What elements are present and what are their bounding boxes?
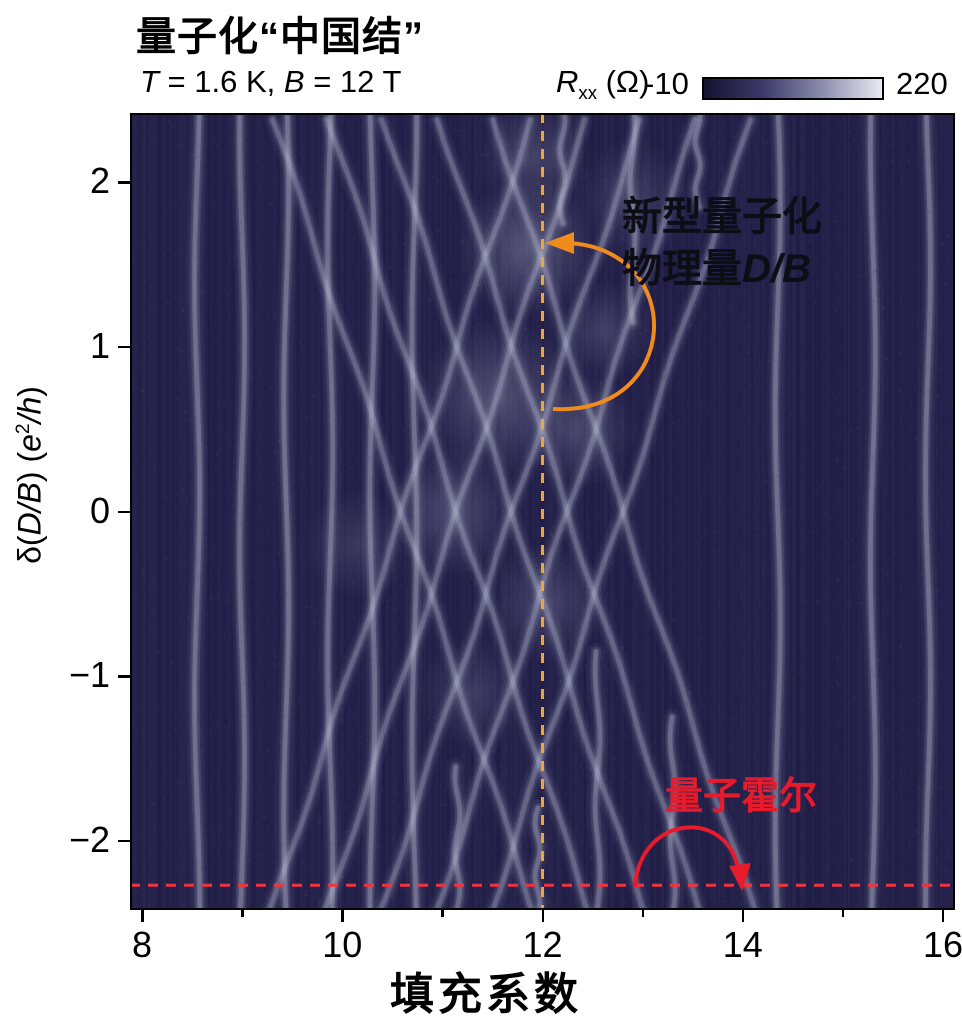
resistance-unit: (Ω) [597, 64, 649, 99]
figure-title: 量子化“中国结” [136, 4, 424, 62]
x-minor-tick-mark [842, 910, 845, 917]
y-tick-mark [118, 840, 130, 843]
heatmap-canvas [130, 113, 955, 910]
y-tick-label: 1 [38, 325, 110, 367]
y-label-mid: ) ( [12, 452, 48, 482]
y-tick-mark [118, 675, 130, 678]
y-label-e: e [12, 434, 48, 452]
y-tick-label: −1 [38, 654, 110, 696]
y-tick-label: −2 [38, 819, 110, 861]
x-tick-label: 14 [703, 924, 783, 966]
y-tick-mark [118, 511, 130, 514]
x-minor-tick-mark [441, 910, 444, 917]
x-tick-label: 12 [503, 924, 583, 966]
y-label-close: ) [12, 386, 48, 397]
colorbar-gradient [702, 77, 884, 100]
x-tick-mark [742, 910, 745, 922]
field-value: = 12 T [305, 64, 402, 99]
resistance-subscript: xx [578, 82, 597, 103]
temperature-value: = 1.6 K, [159, 64, 284, 99]
colorbar-min: -10 [644, 66, 689, 102]
x-tick-label: 8 [102, 924, 182, 966]
y-label-prefix: δ( [12, 535, 48, 563]
colorbar-label: Rxx (Ω) [556, 64, 649, 104]
x-tick-mark [341, 910, 344, 922]
x-minor-tick-mark [241, 910, 244, 917]
annotation-new-quantity: 新型量子化 物理量D/B [622, 191, 822, 295]
x-axis-label: 填充系数 [390, 958, 582, 1022]
annotation-quantum-hall: 量子霍尔 [665, 765, 817, 820]
measurement-conditions: T = 1.6 K, B = 12 T [140, 64, 401, 100]
x-tick-label: 10 [302, 924, 382, 966]
annotation-new-quantity-line1: 新型量子化 [622, 191, 822, 243]
temperature-symbol: T [140, 64, 159, 99]
resistance-symbol: R [556, 64, 578, 99]
y-tick-mark [118, 181, 130, 184]
y-label-h: /h [12, 397, 48, 424]
figure: 量子化“中国结” T = 1.6 K, B = 12 T Rxx (Ω) -10… [0, 0, 962, 1023]
annotation-line2-db: D/B [742, 247, 811, 291]
x-minor-tick-mark [642, 910, 645, 917]
y-tick-mark [118, 346, 130, 349]
x-tick-mark [942, 910, 945, 922]
y-axis-label: δ(D/B) (e2/h) [12, 386, 49, 564]
colorbar-max: 220 [896, 66, 948, 102]
x-tick-mark [542, 910, 545, 922]
annotation-new-quantity-line2: 物理量D/B [622, 243, 822, 295]
annotation-line2-prefix: 物理量 [622, 247, 742, 291]
field-symbol: B [284, 64, 305, 99]
plot-area: 新型量子化 物理量D/B 量子霍尔 [130, 113, 955, 910]
y-tick-label: 0 [38, 490, 110, 532]
y-tick-label: 2 [38, 160, 110, 202]
x-tick-mark [141, 910, 144, 922]
y-label-sup: 2 [13, 423, 34, 434]
x-tick-label: 16 [903, 924, 962, 966]
